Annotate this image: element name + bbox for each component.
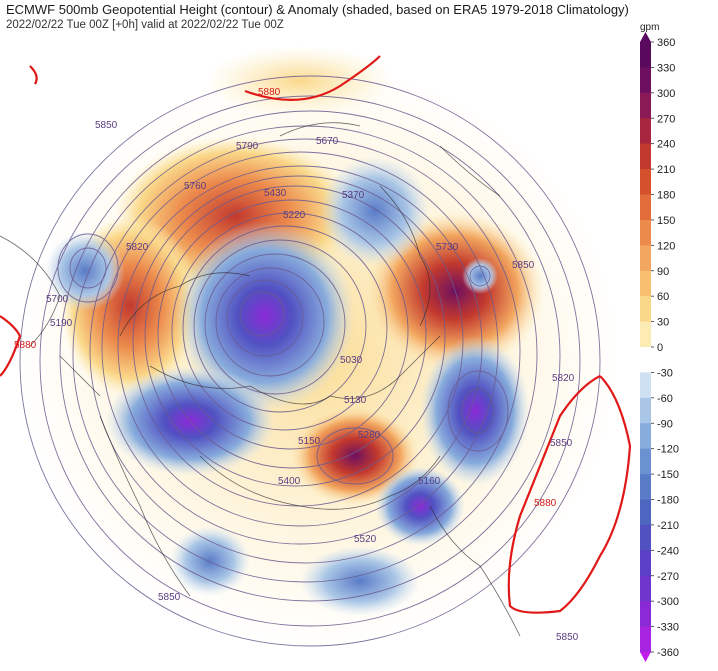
colorbar-tick-label: 240 [657, 139, 675, 151]
contour-label-5760: 5760 [184, 181, 207, 192]
colorbar-swatch [640, 601, 651, 628]
colorbar-tick-label: -240 [657, 545, 679, 557]
contour-label-5030: 5030 [340, 355, 363, 366]
colorbar-tick-label: 210 [657, 164, 675, 176]
colorbar-swatch [640, 169, 651, 195]
colorbar-tick-label: -180 [657, 495, 679, 507]
contour-label-5850-sw: 5850 [158, 592, 181, 603]
colorbar-tick-label: -60 [657, 393, 673, 405]
colorbar-tick-label: -30 [657, 367, 673, 379]
height-contours [19, 75, 601, 647]
contour-label-5820-w: 5820 [126, 242, 149, 253]
colorbar: 3603303002702402101801501209060300-30-60… [640, 32, 679, 662]
colorbar-swatch [640, 270, 651, 297]
contour-label-5280: 5280 [358, 430, 381, 441]
contour-label-5130: 5130 [344, 395, 367, 406]
contour-label-5880-w: 5880 [14, 340, 37, 351]
chart-title: ECMWF 500mb Geopotential Height (contour… [6, 2, 629, 17]
colorbar-swatch [640, 372, 651, 399]
contour-label-5220: 5220 [283, 210, 306, 221]
colorbar-swatch [640, 474, 651, 500]
colorbar-swatch [640, 423, 651, 450]
colorbar-swatch [640, 118, 651, 145]
colorbar-tick-label: 150 [657, 215, 675, 227]
colorbar-swatches [640, 32, 651, 662]
colorbar-tick-label: -90 [657, 418, 673, 430]
colorbar-swatch [640, 42, 651, 68]
contour-label-5850-se: 5850 [550, 438, 573, 449]
contour-label-5430: 5430 [264, 188, 287, 199]
contour-labels: 5880 5850 5790 5670 5760 5430 5370 5220 … [14, 87, 579, 643]
contour-label-5850-nw: 5850 [95, 120, 118, 131]
contour-label-5400: 5400 [278, 476, 301, 487]
contour-label-5670: 5670 [316, 136, 339, 147]
colorbar-tick-label: -270 [657, 571, 679, 583]
colorbar-swatch [640, 499, 651, 526]
contour-label-5790: 5790 [236, 141, 259, 152]
colorbar-swatch [640, 397, 651, 424]
contour-label-5730-e: 5730 [436, 242, 459, 253]
colorbar-tick-label: 120 [657, 240, 675, 252]
contour-label-5370: 5370 [342, 190, 365, 201]
colorbar-swatch [640, 296, 651, 323]
hemispheric-map: 5880 5850 5790 5670 5760 5430 5370 5220 … [0, 36, 636, 671]
colorbar-max-arrow [640, 32, 651, 42]
colorbar-min-arrow [640, 652, 651, 662]
contour-label-5520: 5520 [354, 534, 377, 545]
colorbar-swatch [640, 626, 651, 653]
chart-subtitle: 2022/02/22 Tue 00Z [+0h] valid at 2022/0… [6, 19, 284, 31]
colorbar-swatch [640, 219, 651, 246]
colorbar-swatch [640, 524, 651, 551]
colorbar-swatch [640, 194, 651, 221]
contour-label-5850-e: 5850 [512, 260, 535, 271]
colorbar-unit: gpm [640, 22, 660, 33]
colorbar-tick-label: 300 [657, 88, 675, 100]
colorbar-swatch [640, 321, 651, 348]
colorbar-tick-label: 330 [657, 62, 675, 74]
colorbar-swatch [640, 143, 651, 170]
colorbar-tick-label: -120 [657, 444, 679, 456]
colorbar-tick-label: -360 [657, 647, 679, 659]
colorbar-tick-label: -300 [657, 596, 679, 608]
colorbar-ticks: 3603303002702402101801501209060300-30-60… [651, 37, 679, 659]
contour-label-5880-se: 5880 [534, 498, 557, 509]
colorbar-tick-label: 180 [657, 190, 675, 202]
contour-label-5820-e: 5820 [552, 373, 575, 384]
anomaly-shading [20, 46, 620, 646]
colorbar-tick-label: -330 [657, 622, 679, 634]
colorbar-tick-label: 30 [657, 317, 669, 329]
colorbar-tick-label: 60 [657, 291, 669, 303]
colorbar-tick-label: 0 [657, 342, 663, 354]
colorbar-tick-label: 360 [657, 37, 675, 49]
colorbar-tick-label: -150 [657, 469, 679, 481]
contour-label-5190: 5190 [50, 318, 73, 329]
contour-label-5700: 5700 [46, 294, 69, 305]
colorbar-swatch [640, 67, 651, 94]
colorbar-tick-label: 90 [657, 266, 669, 278]
contour-label-5160: 5160 [418, 476, 441, 487]
colorbar-swatch [640, 448, 651, 475]
colorbar-swatch [640, 92, 651, 119]
colorbar-tick-label: -210 [657, 520, 679, 532]
colorbar-tick-label: 270 [657, 113, 675, 125]
contour-label-5850-s: 5850 [556, 632, 579, 643]
ridge-contours-5880 [0, 55, 632, 614]
contour-label-5880-ne: 5880 [258, 87, 281, 98]
colorbar-swatch [640, 347, 651, 373]
colorbar-swatch [640, 245, 651, 272]
coastlines [0, 122, 521, 637]
colorbar-swatch [640, 550, 651, 577]
colorbar-swatch [640, 575, 651, 602]
contour-label-5150: 5150 [298, 436, 321, 447]
